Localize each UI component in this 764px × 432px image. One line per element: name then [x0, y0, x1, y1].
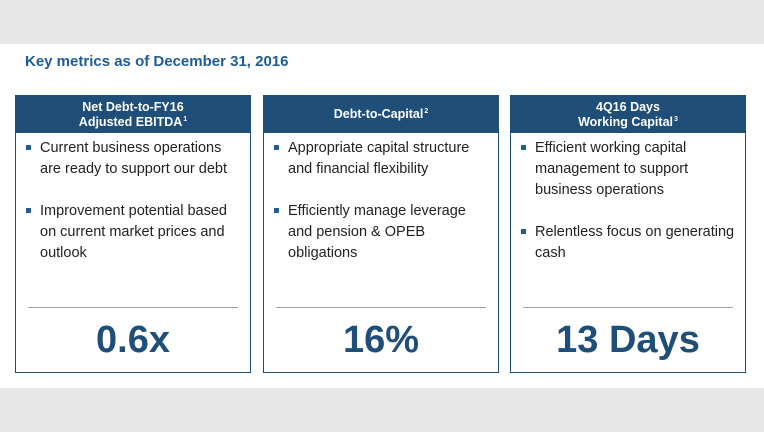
card-header-line-with-footnote: Debt-to-Capital2 — [334, 107, 428, 122]
bullet-text: Efficient working capital management to … — [535, 140, 689, 198]
card-header-line-with-footnote: Working Capital3 — [578, 115, 678, 130]
square-bullet-icon — [274, 208, 279, 213]
metric-value: 16% — [342, 319, 420, 361]
divider — [28, 307, 238, 308]
card-header-text: Debt-to-Capital2 — [334, 107, 428, 122]
footnote-marker: 3 — [674, 115, 678, 123]
bullet-text: Relentless focus on generating cash — [535, 224, 735, 261]
footnote-marker: 2 — [424, 108, 429, 115]
square-bullet-icon — [26, 208, 31, 213]
slide: Key metrics as of December 31, 2016 Net … — [0, 44, 764, 388]
bullet-text: Improvement potential based on current m… — [40, 203, 227, 261]
card-header-line: Debt-to-Capital — [333, 107, 424, 121]
bullet-list: Appropriate capital structure and financ… — [274, 138, 492, 264]
slide-title: Key metrics as of December 31, 2016 — [25, 53, 289, 70]
square-bullet-icon — [521, 145, 526, 150]
divider — [523, 307, 733, 308]
card-header-line: Working Capital — [578, 114, 673, 129]
bullet-item: Appropriate capital structure and financ… — [274, 138, 492, 180]
card-header: Debt-to-Capital2 — [264, 96, 498, 133]
bullet-item: Relentless focus on generating cash — [521, 222, 739, 264]
card-header: 4Q16 Days Working Capital3 — [511, 96, 745, 133]
bullet-item: Current business operations are ready to… — [26, 138, 244, 180]
bullet-item: Improvement potential based on current m… — [26, 201, 244, 264]
card-header-line-with-footnote: Adjusted EBITDA1 — [79, 115, 187, 130]
metric-card-net-debt: Net Debt-to-FY16 Adjusted EBITDA1 Curren… — [15, 95, 251, 373]
card-header-line: Net Debt-to-FY16 — [82, 99, 184, 114]
footnote-marker: 1 — [183, 115, 188, 123]
metric-card-debt-to-capital: Debt-to-Capital2 Appropriate capital str… — [263, 95, 499, 373]
bullet-list: Current business operations are ready to… — [26, 138, 244, 264]
bullet-text: Appropriate capital structure and financ… — [288, 140, 470, 177]
bullet-item: Efficient working capital management to … — [521, 138, 739, 201]
card-header: Net Debt-to-FY16 Adjusted EBITDA1 — [16, 96, 250, 133]
bullet-text: Current business operations are ready to… — [40, 140, 228, 177]
card-header-line: 4Q16 Days — [596, 99, 660, 114]
card-header-text: Net Debt-to-FY16 Adjusted EBITDA1 — [79, 100, 187, 130]
divider — [276, 307, 486, 308]
card-header-line: Adjusted EBITDA — [78, 114, 183, 129]
square-bullet-icon — [274, 145, 279, 150]
square-bullet-icon — [26, 145, 31, 150]
bullet-list: Efficient working capital management to … — [521, 138, 739, 264]
bullet-item: Efficiently manage leverage and pension … — [274, 201, 492, 264]
square-bullet-icon — [521, 229, 526, 234]
card-header-text: 4Q16 Days Working Capital3 — [578, 100, 678, 130]
metric-card-working-capital: 4Q16 Days Working Capital3 Efficient wor… — [510, 95, 746, 373]
bullet-text: Efficiently manage leverage and pension … — [288, 203, 466, 261]
metric-value: 0.6x — [96, 319, 170, 361]
metric-value: 13 Days — [556, 319, 700, 361]
